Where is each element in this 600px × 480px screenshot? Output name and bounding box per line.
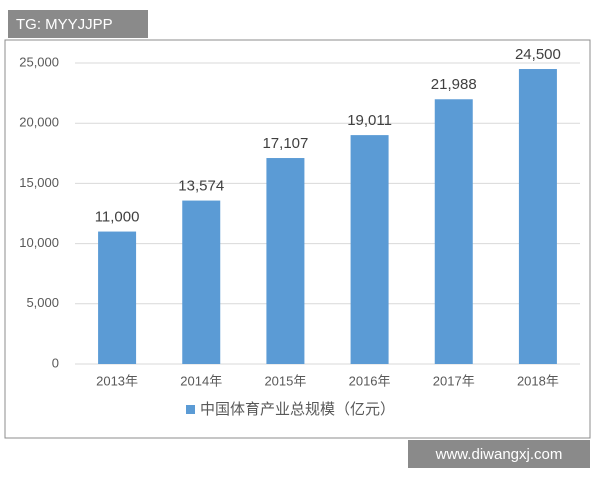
data-label: 21,988 — [431, 76, 477, 93]
legend-label: 中国体育产业总规模（亿元） — [200, 401, 395, 418]
data-label: 13,574 — [178, 178, 224, 195]
bar — [182, 200, 221, 364]
x-tick-label: 2016年 — [349, 373, 391, 388]
x-tick-label: 2018年 — [517, 373, 559, 388]
watermark-box — [8, 10, 148, 38]
y-tick-label: 5,000 — [26, 295, 59, 310]
data-label: 24,500 — [515, 46, 561, 63]
x-tick-label: 2014年 — [180, 373, 222, 388]
bar — [98, 231, 137, 364]
data-label: 11,000 — [95, 209, 140, 226]
x-tick-label: 2017年 — [433, 373, 475, 388]
bar — [350, 135, 389, 364]
watermark: www.diwangxj.com — [435, 446, 563, 463]
y-tick-label: 15,000 — [19, 175, 59, 190]
y-tick-label: 25,000 — [19, 54, 59, 69]
data-label: 17,107 — [262, 135, 308, 152]
data-label: 19,011 — [347, 112, 392, 129]
watermark-box — [408, 440, 590, 468]
x-tick-label: 2015年 — [264, 373, 306, 388]
x-tick-label: 2013年 — [96, 373, 138, 388]
legend-swatch — [186, 405, 195, 414]
bar — [266, 158, 305, 364]
bar — [518, 69, 557, 365]
y-tick-label: 0 — [52, 355, 59, 370]
bar — [434, 99, 473, 365]
watermark: TG: MYYJJPP — [16, 16, 113, 33]
y-tick-label: 20,000 — [19, 115, 59, 130]
y-tick-label: 10,000 — [19, 235, 59, 250]
